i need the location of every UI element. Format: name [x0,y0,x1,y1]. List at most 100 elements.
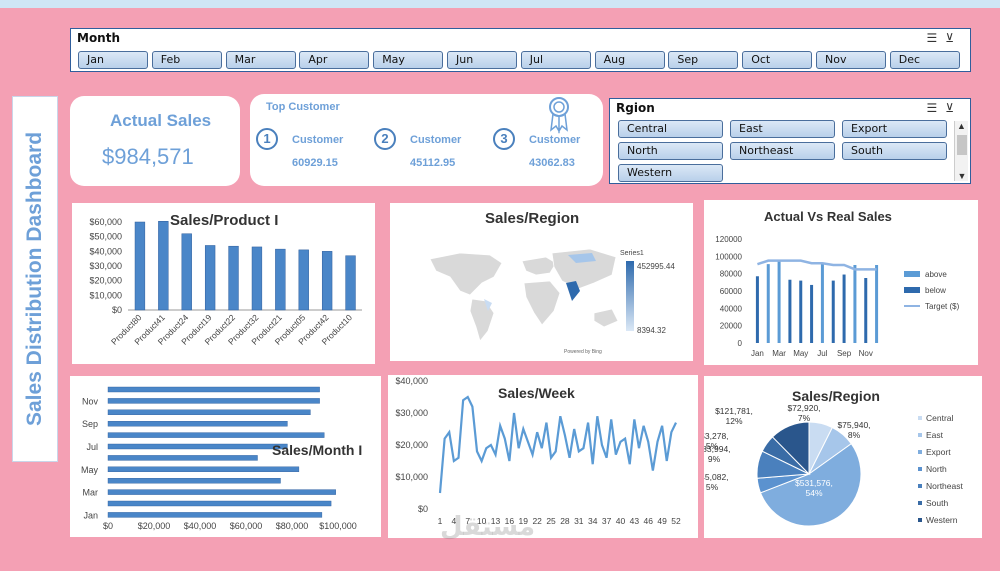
bar-above [820,264,824,343]
month-button-jun[interactable]: Jun [447,51,517,69]
month-button-oct[interactable]: Oct [742,51,813,69]
y-tick-label: $10,000 [395,472,428,482]
multi-select-icon[interactable]: ☰ [926,101,946,115]
clear-filter-icon[interactable]: ⊻ [945,31,962,45]
region-button-east[interactable]: East [730,120,835,138]
rank-badge: 2 [374,128,396,150]
month-button-feb[interactable]: Feb [151,51,222,69]
bar-below [799,280,803,343]
x-tick-label: Sep [837,349,852,358]
top-customer-item: 3 Customer 43062.83 [493,126,603,176]
bar-above [777,260,781,343]
customer-value: 60929.15 [292,157,338,169]
region-slicer-title: Rgion [616,101,655,115]
region-scrollbar[interactable]: ▲ ▼ [954,121,968,181]
map-region-europe [521,256,557,276]
bar [321,251,333,311]
month-button-sep[interactable]: Sep [668,51,739,69]
chart-title: Sales/Region [792,388,880,404]
multi-select-icon[interactable]: ☰ [926,31,946,45]
scroll-down-icon[interactable]: ▼ [957,171,967,181]
actual-sales-value: $984,571 [102,144,194,169]
month-button-apr[interactable]: Apr [299,51,370,69]
clear-filter-icon[interactable]: ⊻ [945,101,962,115]
x-tick-label: 22 [532,516,542,526]
chart-title: Sales/Region [485,210,579,227]
pie-slice-western [771,421,810,476]
region-button-western[interactable]: Western [618,164,723,182]
y-tick-label: Sep [82,419,98,429]
bar [107,477,281,484]
month-button-jan[interactable]: Jan [78,51,148,69]
bar-below [842,274,846,343]
actual-vs-real-chart: Actual Vs Real Sales 0 20000 40000 60000 8000… [715,209,959,358]
y-tick-label: $20,000 [395,440,428,450]
bar-below [810,284,814,343]
x-tick-label: 13 [491,516,501,526]
sales-month-chart: Jan Mar May Jul Sep Nov Sales/Month I $0 $20,000… [81,386,362,531]
y-tick-label: 100000 [715,252,742,261]
actual-sales-label: Actual Sales [110,111,212,130]
pie-data-label: $72,920, 7% [787,403,820,423]
x-tick-label: 16 [505,516,515,526]
x-tick-label: May [793,349,808,358]
bar-below [831,280,835,343]
region-button-south[interactable]: South [842,142,947,160]
top-customer-card: Top Customer 1 Customer 60929.15 2 Customer 4… [250,94,603,186]
y-tick-label: Jul [86,442,98,452]
x-tick-label: 28 [560,516,570,526]
pie-data-label: $531,576, 54% [795,478,833,498]
month-button-jul[interactable]: Jul [520,51,591,69]
bar-above [853,265,857,343]
bar-below [788,279,792,343]
legend-swatch [918,501,922,505]
x-tick-label: 49 [657,516,667,526]
y-tick-label: $0 [418,504,428,514]
bar [107,386,320,393]
x-tick-label: Jan [751,349,764,358]
y-tick-label: $30,000 [395,408,428,418]
month-slicer-title: Month [77,31,121,45]
target-line [757,259,877,271]
bar [107,466,300,473]
pie-slice-export [759,443,862,527]
scroll-thumb[interactable] [957,135,967,155]
region-slicer: Rgion ☰⊻ Central East Export North Northeast… [609,98,971,184]
y-tick-label: $50,000 [89,232,122,242]
legend-label: North [926,464,947,474]
region-button-northeast[interactable]: Northeast [730,142,835,160]
y-tick-label: $40,000 [89,246,122,256]
rank-badge: 1 [256,128,278,150]
x-tick-label: 4 [452,516,457,526]
x-tick-label: 31 [574,516,584,526]
region-button-central[interactable]: Central [618,120,723,138]
y-tick-label: 20000 [720,322,743,331]
top-strip [0,0,1000,8]
x-tick-label: Nov [859,349,873,358]
month-button-nov[interactable]: Nov [816,51,886,69]
scroll-up-icon[interactable]: ▲ [957,121,966,131]
month-button-dec[interactable]: Dec [889,51,960,69]
pie-data-label: $45,082,5% [704,472,729,492]
region-button-export[interactable]: Export [842,120,947,138]
map-region-africa [523,280,561,326]
x-tick-label: 25 [546,516,556,526]
month-button-aug[interactable]: Aug [594,51,665,69]
actual-vs-real-panel: Actual Vs Real Sales 0 20000 40000 60000 8000… [704,200,978,365]
month-button-mar[interactable]: Mar [225,51,296,69]
bar [107,398,320,404]
sales-region-pie-chart: Sales/Region$72,920, 7% $75,940, 8% $531,576… [695,388,963,527]
x-tick-label: $40,000 [184,521,217,531]
top-customer-title: Top Customer [266,101,340,113]
customer-value: 43062.83 [529,157,575,169]
map-legend-series: Series1 [620,250,644,257]
legend-swatch [904,287,920,293]
y-tick-label: 0 [738,339,743,348]
weekly-sales-line [438,395,677,494]
bar [107,455,258,461]
region-button-north[interactable]: North [618,142,723,160]
chart-title: Sales/Month I [272,442,362,458]
month-button-may[interactable]: May [373,51,444,69]
bar [107,432,325,438]
y-tick-label: $30,000 [89,261,122,271]
